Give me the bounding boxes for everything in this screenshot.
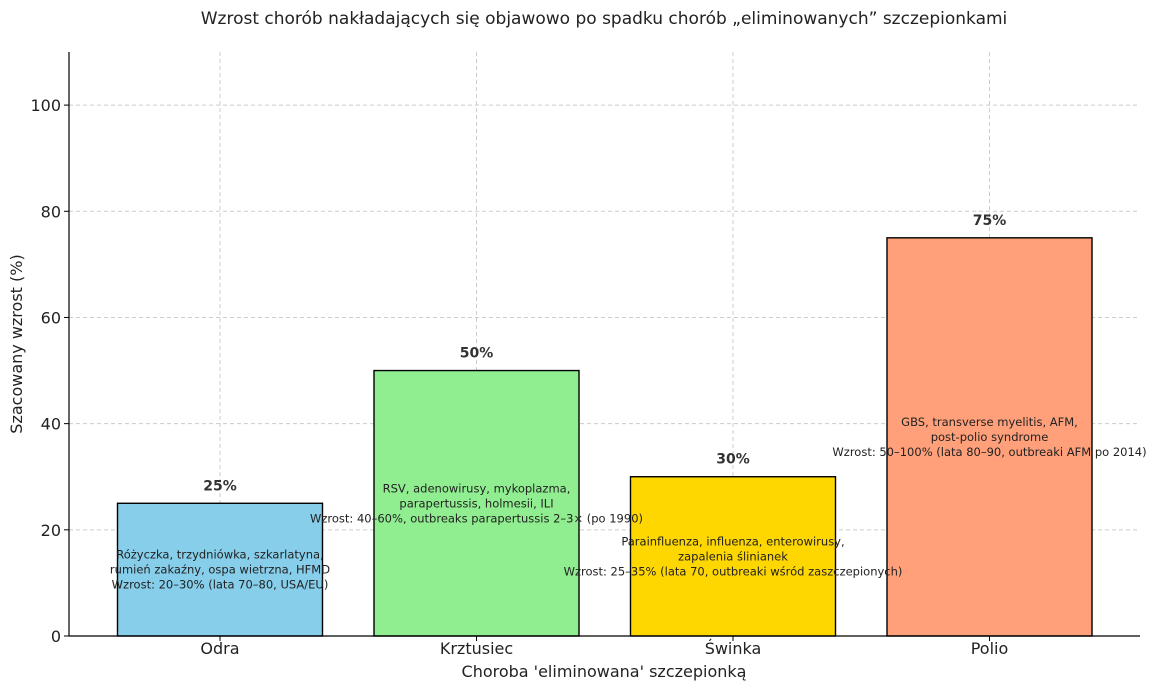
x-tick-label: Krztusiec — [440, 639, 513, 658]
bar-annotation: post-polio syndrome — [931, 430, 1049, 444]
x-tick-label: Odra — [200, 639, 239, 658]
bar-annotation: RSV, adenowirusy, mykoplazma, — [383, 481, 571, 495]
bar — [886, 237, 1093, 637]
bar-annotation: Wzrost: 20–30% (lata 70–80, USA/EU) — [112, 578, 329, 592]
data-label: 25% — [203, 478, 237, 494]
x-axis-label: Choroba 'eliminowana' szczepionką — [462, 662, 747, 681]
y-tick-label: 60 — [41, 308, 61, 327]
bar-annotation: Parainfluenza, influenza, enterowirusy, — [621, 534, 844, 548]
bar — [629, 476, 837, 637]
bar-annotation: Wzrost: 25–35% (lata 70, outbreaki wśród… — [564, 564, 903, 578]
data-label: 50% — [460, 346, 494, 362]
x-tick-label: Świnka — [705, 639, 762, 658]
y-tick-label: 0 — [51, 627, 61, 646]
chart-title: Wzrost chorób nakładających się objawowo… — [201, 9, 1008, 29]
y-tick-label: 20 — [41, 521, 61, 540]
bar — [116, 502, 324, 637]
y-axis-label: Szacowany wzrost (%) — [7, 254, 26, 433]
data-label: 30% — [716, 452, 750, 468]
bar-annotation: parapertussis, holmesii, ILI — [399, 496, 553, 510]
y-tick-label: 100 — [30, 96, 61, 115]
bar-annotation: GBS, transverse myelitis, AFM, — [901, 415, 1078, 429]
bar-annotation: Wzrost: 40–60%, outbreaks parapertussis … — [310, 511, 643, 525]
y-tick-label: 80 — [41, 202, 61, 221]
bar-annotation: Wzrost: 50–100% (lata 80–90, outbreaki A… — [832, 445, 1146, 459]
y-tick-label: 40 — [41, 415, 61, 434]
data-label: 75% — [973, 213, 1007, 229]
bar-annotation: zapalenia ślinianek — [678, 549, 788, 563]
bar — [373, 369, 580, 637]
x-tick-label: Polio — [971, 639, 1009, 658]
bar-annotation: Różyczka, trzydniówka, szkarlatyna, — [116, 548, 323, 562]
bar-annotation: rumień zakaźny, ospa wietrzna, HFMD — [110, 563, 330, 577]
